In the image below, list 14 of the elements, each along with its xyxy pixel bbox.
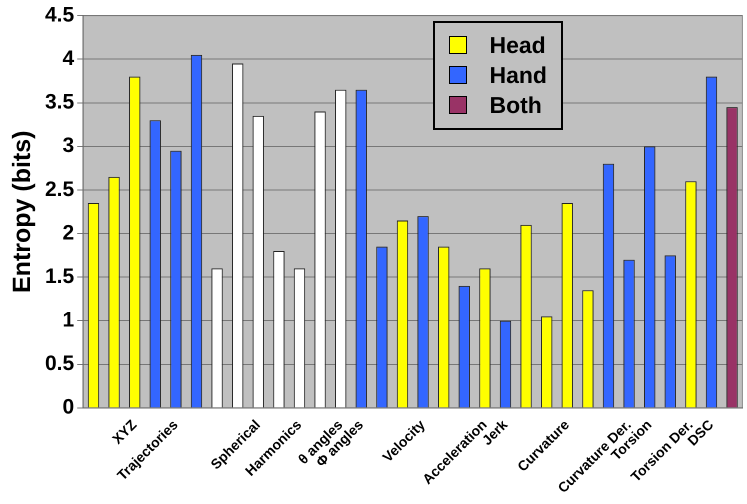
y-tick-label: 3: [62, 134, 74, 158]
y-axis-title: Entropy (bits): [8, 130, 36, 293]
y-tick-label: 0.5: [44, 352, 75, 376]
legend-label: Both: [489, 92, 542, 119]
legend-label: Hand: [489, 62, 547, 89]
y-tick-label: 0: [62, 396, 74, 419]
y-tick-label: 1: [62, 308, 75, 332]
y-tick-label: 2.5: [44, 178, 75, 201]
legend-label: Head: [489, 32, 546, 59]
y-tick-label: 1.5: [44, 264, 75, 288]
y-tick-label: 4.5: [44, 3, 75, 26]
y-tick-label: 3.5: [44, 90, 75, 114]
y-tick-label: 2: [62, 221, 74, 244]
y-tick-label: 4: [62, 46, 75, 70]
